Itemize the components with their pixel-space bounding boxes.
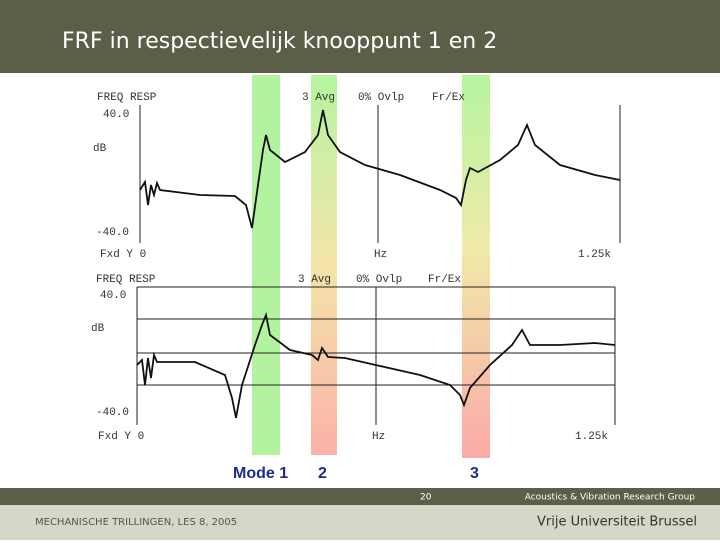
axis-label: 40.0 xyxy=(103,109,129,121)
plot-label: 0% Ovlp xyxy=(358,92,404,104)
axis-label: dB xyxy=(93,143,107,155)
axis-label: Hz xyxy=(372,431,385,443)
mode-band xyxy=(311,75,337,455)
axis-label: -40.0 xyxy=(96,407,129,419)
axis-label: -40.0 xyxy=(96,227,129,239)
page-number: 20 xyxy=(420,493,432,503)
axis-label: dB xyxy=(91,323,105,335)
group-name: Acoustics & Vibration Research Group xyxy=(525,493,696,503)
axis-label: Fxd Y 0 xyxy=(100,249,146,261)
plot-frame xyxy=(136,105,621,425)
footer-area xyxy=(0,505,720,540)
footer-bar xyxy=(0,488,720,505)
mode-label: 2 xyxy=(318,465,327,482)
plot-label: 0% Ovlp xyxy=(356,274,402,286)
plot-label: Fr/Ex xyxy=(428,274,461,286)
frf-curve xyxy=(136,311,616,419)
frf-curve xyxy=(139,109,621,229)
header-bar xyxy=(0,0,720,73)
axis-label: Hz xyxy=(374,249,387,261)
course-name: MECHANISCHE TRILLINGEN, LES 8, 2005 xyxy=(35,517,237,528)
plot-label: FREQ RESP xyxy=(96,274,156,286)
plot-label: Fr/Ex xyxy=(432,92,465,104)
axis-label: 40.0 xyxy=(100,290,126,302)
axis-label: 1.25k xyxy=(575,431,608,443)
slide-title: FRF in respectievelijk knooppunt 1 en 2 xyxy=(62,29,497,54)
mode-label: 3 xyxy=(470,465,479,482)
axis-label: 1.25k xyxy=(578,249,611,261)
mode-band xyxy=(462,75,490,458)
axis-label: Fxd Y 0 xyxy=(98,431,144,443)
mode-band xyxy=(252,75,280,455)
plot-label: 3 Avg xyxy=(302,92,335,104)
plot-label: 3 Avg xyxy=(298,274,331,286)
plot-label: FREQ RESP xyxy=(97,92,157,104)
mode-label: Mode 1 xyxy=(233,465,288,482)
university-name: Vrije Universiteit Brussel xyxy=(537,515,697,530)
